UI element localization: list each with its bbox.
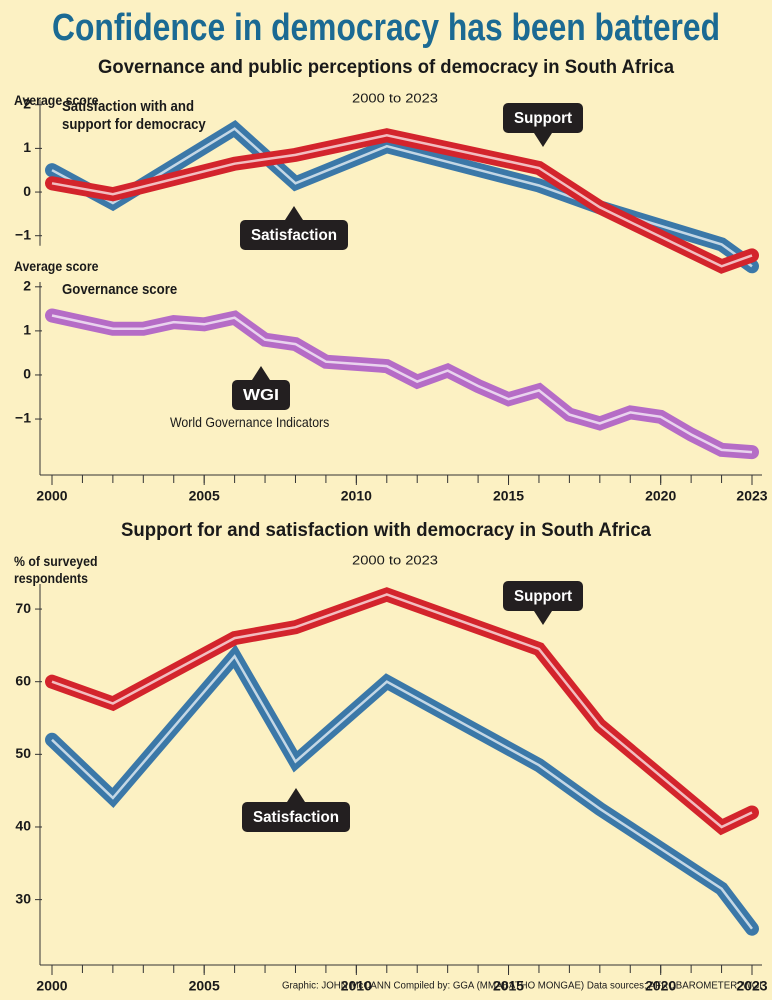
callout-label: Satisfaction xyxy=(253,809,339,826)
series-line xyxy=(45,308,759,460)
y-tick-label: 0 xyxy=(23,183,31,199)
callout-box xyxy=(240,220,348,250)
x-tick-label: 2020 xyxy=(645,978,676,994)
callout-label: Support xyxy=(514,110,573,127)
series-line-highlight xyxy=(51,134,753,268)
x-tick-label: 2010 xyxy=(341,488,372,504)
main-title: Confidence in democracy has been battere… xyxy=(52,7,720,49)
y-tick-label: 0 xyxy=(23,366,31,382)
y-axis-label: Average score xyxy=(14,258,99,274)
y-tick-label: −1 xyxy=(15,226,31,242)
series-line xyxy=(45,587,759,836)
callout-box xyxy=(503,581,583,611)
x-tick-label: 2005 xyxy=(189,488,220,504)
y-tick-label: 50 xyxy=(15,745,31,761)
y-tick-label: 2 xyxy=(23,95,31,111)
callout-pointer xyxy=(287,788,305,802)
x-tick-label: 2020 xyxy=(645,488,676,504)
y-axis-label: % of surveyed respondents xyxy=(14,553,98,586)
x-tick-label: 2000 xyxy=(36,488,67,504)
y-tick-label: 1 xyxy=(23,322,31,338)
callout-pointer xyxy=(285,206,303,220)
chart-title: Support for and satisfaction with democr… xyxy=(121,520,651,541)
series-line-highlight xyxy=(51,314,753,454)
credits: Graphic: JOHN McCANN Compiled by: GGA (M… xyxy=(282,981,762,992)
callout-box xyxy=(242,802,350,832)
x-tick-label: 2010 xyxy=(341,978,372,994)
y-tick-label: −1 xyxy=(15,410,31,426)
annotation: World Governance Indicators xyxy=(170,414,330,430)
x-tick-label: 2015 xyxy=(493,488,524,504)
y-tick-label: 2 xyxy=(23,278,31,294)
x-tick-label: 2005 xyxy=(189,978,220,994)
callout-box xyxy=(232,380,290,410)
annotation: Governance score xyxy=(62,281,178,298)
callout-label: Satisfaction xyxy=(251,227,337,244)
callout-pointer xyxy=(252,366,270,380)
series-line xyxy=(45,644,759,936)
y-tick-label: 40 xyxy=(15,818,31,834)
callout-pointer xyxy=(534,133,552,147)
callout-box xyxy=(503,103,583,133)
chart-subtitle: 2000 to 2023 xyxy=(352,90,438,105)
x-tick-label: 2015 xyxy=(493,978,524,994)
main-subtitle: Governance and public perceptions of dem… xyxy=(98,57,674,78)
callout-label: WGI xyxy=(243,387,279,404)
y-tick-label: 70 xyxy=(15,600,31,616)
series-line-highlight xyxy=(51,654,753,930)
y-axis-label: Average score xyxy=(14,92,99,108)
series-line-highlight xyxy=(51,593,753,829)
x-tick-label: 2023 xyxy=(736,978,767,994)
y-tick-label: 1 xyxy=(23,139,31,155)
y-tick-label: 60 xyxy=(15,672,31,688)
annotation: Satisfaction with and support for democr… xyxy=(62,98,206,133)
series-line-highlight xyxy=(51,127,753,268)
y-tick-label: 30 xyxy=(15,890,31,906)
callout-pointer xyxy=(534,611,552,625)
callout-label: Support xyxy=(514,588,573,605)
x-tick-label: 2000 xyxy=(36,978,67,994)
chart-subtitle: 2000 to 2023 xyxy=(352,552,438,567)
x-tick-label: 2023 xyxy=(736,488,767,504)
